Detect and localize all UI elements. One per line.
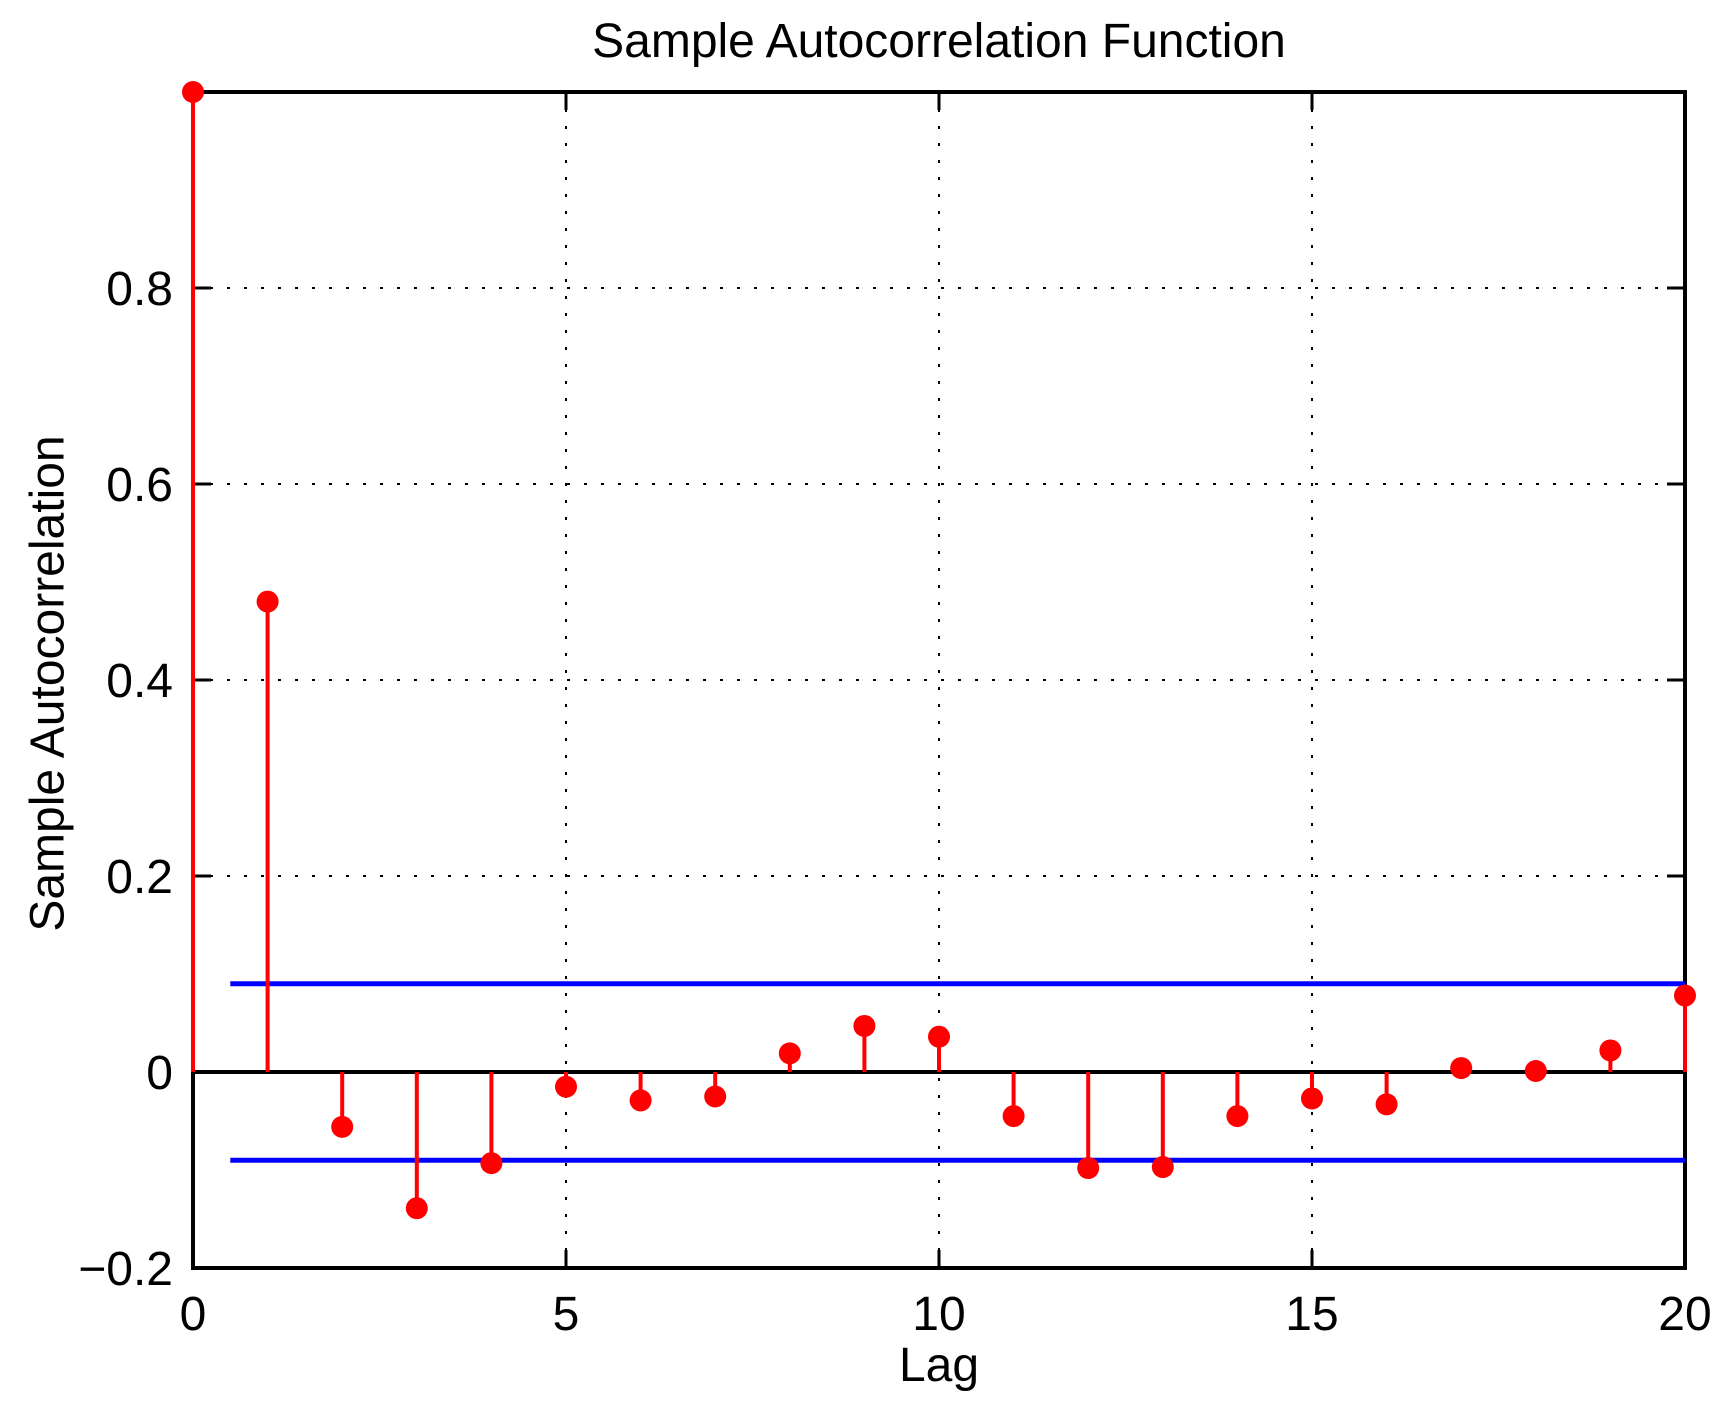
y-tick-label: 0 [146,1047,173,1100]
y-tick-label: −0.2 [78,1243,173,1296]
stem-marker-lag-14 [1226,1105,1249,1128]
stem-marker-lag-8 [778,1042,801,1065]
stem-marker-lag-15 [1301,1087,1323,1110]
y-tick-label: 0.4 [106,655,173,708]
x-tick-label: 15 [1285,1288,1338,1341]
y-tick-label: 0.6 [106,459,173,512]
stem-marker-lag-20 [1674,984,1696,1007]
stem-marker-lag-17 [1450,1057,1473,1080]
stem-marker-lag-13 [1151,1156,1174,1179]
stem-marker-lag-5 [555,1075,577,1098]
x-tick-label: 0 [180,1288,207,1341]
x-axis-label: Lag [898,1339,980,1392]
x-tick-label: 20 [1658,1288,1711,1341]
stem-marker-lag-1 [256,590,279,613]
y-tick-label: 0.8 [106,263,173,316]
stem-marker-lag-6 [629,1089,652,1112]
stem-marker-lag-12 [1077,1157,1100,1180]
stem-marker-lag-3 [405,1197,428,1220]
stem-marker-lag-11 [1002,1105,1025,1128]
stem-marker-lag-9 [853,1014,876,1037]
y-tick-label: 0.2 [106,851,173,904]
stem-marker-lag-19 [1599,1039,1622,1062]
stem-marker-lag-18 [1524,1060,1547,1083]
chart-title: Sample Autocorrelation Function [592,15,1286,68]
stem-marker-lag-4 [480,1152,503,1175]
stem-marker-lag-10 [928,1025,950,1048]
x-tick-label: 10 [912,1288,965,1341]
stem-marker-lag-16 [1375,1093,1398,1116]
stem-marker-lag-2 [331,1115,354,1138]
stem-marker-lag-7 [704,1085,727,1108]
x-tick-label: 5 [553,1288,580,1341]
stem-marker-lag-0 [182,81,204,103]
